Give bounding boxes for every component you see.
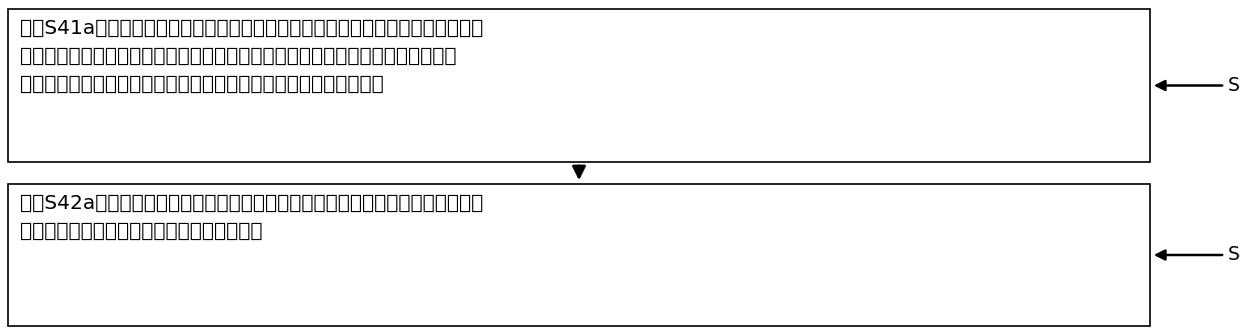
Bar [7, 9, 1149, 162]
Text: S42a: S42a [1228, 245, 1240, 265]
Bar [7, 184, 1149, 326]
Text: S41a: S41a [1228, 76, 1240, 95]
Text: 步骤S42a，移除辅助定位治具，并将焊接完成的接收线圈和柔性电路板贴合于多层
磁性材料上，以得到无线充电接收线圈模组；: 步骤S42a，移除辅助定位治具，并将焊接完成的接收线圈和柔性电路板贴合于多层 磁… [20, 194, 484, 241]
Text: 步骤S41a，采用辅助定位治具对柔性电路板与焊接有第一异形截面漆包线的接收线
圈进行定位，并采用点焊工艺将外出线焊接于第一焊盘上，以及采用点焊工艺将第
一异形截: 步骤S41a，采用辅助定位治具对柔性电路板与焊接有第一异形截面漆包线的接收线 圈… [20, 19, 484, 94]
